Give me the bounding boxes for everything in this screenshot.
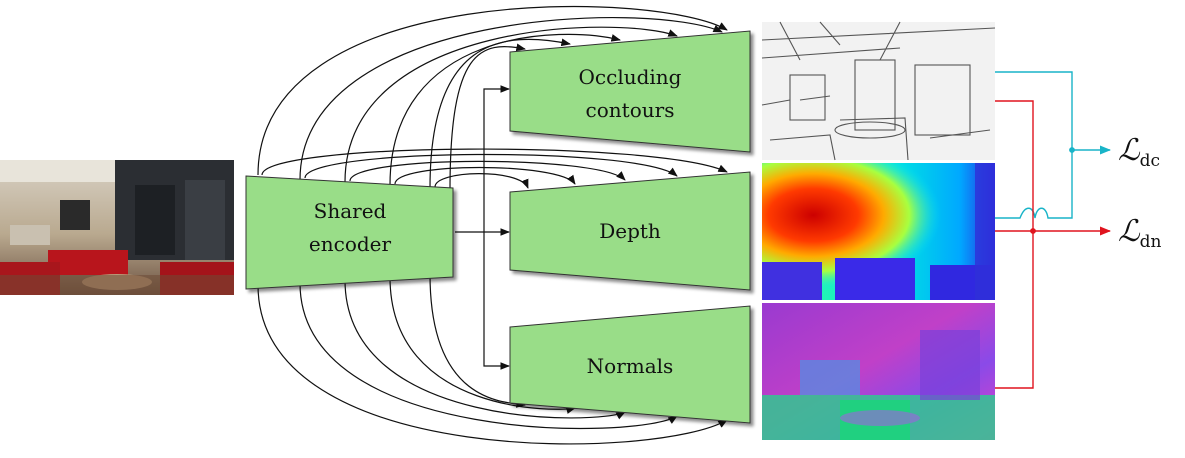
depth-label: Depth (599, 219, 661, 243)
normals-decoder: Normals (509, 305, 751, 424)
occluding-label-line1: Occluding (579, 65, 682, 89)
loss-dc: ℒdc (1118, 133, 1160, 171)
depth-decoder: Depth (509, 171, 751, 291)
depth-decoder-shape (509, 171, 751, 291)
loss-dn: ℒdn (1118, 214, 1161, 252)
occluding-decoder-shape (509, 30, 751, 153)
shared-encoder: Shared encoder (245, 175, 454, 290)
svg-text:ℒdc: ℒdc (1118, 133, 1160, 171)
input-image (0, 160, 234, 295)
normals-label: Normals (587, 354, 674, 378)
loss-dc-subscript: dc (1140, 151, 1160, 171)
occluding-label-line2: contours (586, 98, 675, 122)
loss-dc-symbol: ℒ (1118, 133, 1141, 168)
connectors (257, 5, 728, 445)
svg-text:ℒdn: ℒdn (1118, 214, 1161, 252)
loss-dn-wires (995, 100, 1112, 389)
normals-decoder-shape (509, 305, 751, 424)
loss-dn-subscript: dn (1140, 232, 1162, 252)
encoder-shape (245, 175, 454, 290)
loss-dn-symbol: ℒ (1118, 214, 1141, 249)
occluding-contours-output (761, 21, 996, 161)
loss-dc-wires (995, 71, 1112, 219)
encoder-label-line1: Shared (314, 199, 387, 223)
normals-output (762, 303, 995, 440)
encoder-label-line2: encoder (309, 232, 392, 256)
depth-output (762, 163, 995, 300)
occluding-contours-decoder: Occluding contours (509, 30, 751, 153)
